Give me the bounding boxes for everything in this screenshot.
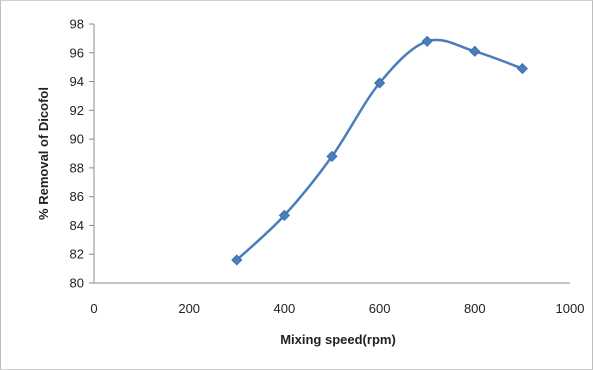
y-axis-title: % Removal of Dicofol — [36, 87, 51, 220]
data-point-marker — [516, 63, 528, 75]
data-point-marker — [421, 35, 433, 47]
y-tick-label: 98 — [70, 17, 84, 32]
x-tick-label: 200 — [178, 301, 200, 316]
data-point-marker — [374, 77, 386, 89]
data-point-marker — [231, 254, 243, 266]
data-point-marker — [278, 209, 290, 221]
x-tick-label: 400 — [274, 301, 296, 316]
y-tick-labels: 80 82 84 86 88 90 92 94 96 98 — [70, 17, 94, 291]
x-tick-label: 600 — [369, 301, 391, 316]
y-tick-label: 84 — [70, 218, 84, 233]
y-tick-label: 92 — [70, 103, 84, 118]
x-tick-labels: 0 200 400 600 800 1000 — [90, 301, 584, 316]
series-layer — [231, 35, 528, 266]
x-tick-label: 800 — [464, 301, 486, 316]
y-tick-label: 80 — [70, 276, 84, 291]
series-line — [235, 38, 523, 261]
y-tick-label: 82 — [70, 247, 84, 262]
y-tick-label: 88 — [70, 160, 84, 175]
data-point-marker — [326, 150, 338, 162]
x-tick-label: 1000 — [556, 301, 585, 316]
x-axis-title: Mixing speed(rpm) — [280, 332, 396, 347]
y-tick-label: 96 — [70, 45, 84, 60]
x-tick-label: 0 — [90, 301, 97, 316]
axes — [93, 24, 570, 284]
y-tick-label: 90 — [70, 132, 84, 147]
data-point-marker — [469, 45, 481, 57]
y-tick-label: 86 — [70, 189, 84, 204]
y-tick-label: 94 — [70, 74, 84, 89]
